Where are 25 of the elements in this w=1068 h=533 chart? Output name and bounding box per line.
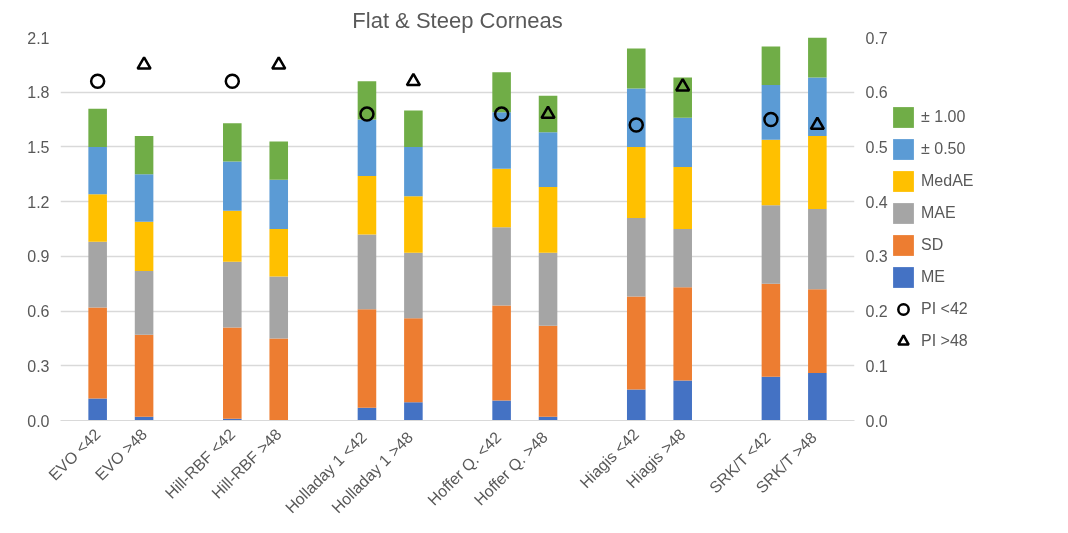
y2-tick-label: 0.3 (865, 248, 888, 266)
y2-tick-label: 0.2 (865, 303, 888, 321)
y-tick-label: 2.1 (27, 29, 50, 47)
y2-tick-label: 0.0 (865, 412, 888, 430)
y-tick-label: 0.9 (27, 248, 50, 266)
legend-label: PI >48 (921, 331, 968, 350)
y-tick-label: 0.3 (27, 357, 50, 375)
legend-label: ± 1.00 (921, 107, 966, 126)
legend-label: MedAE (921, 171, 974, 190)
chart-title: Flat & Steep Corneas (352, 7, 563, 33)
y2-tick-label: 0.1 (865, 357, 888, 375)
legend-label: SD (921, 235, 944, 254)
y-tick-label: 1.5 (27, 138, 50, 156)
y-tick-label: 1.2 (27, 193, 50, 211)
y-tick-label: 0.0 (27, 412, 50, 430)
y2-tick-label: 0.5 (865, 138, 888, 156)
y-tick-label: 0.6 (27, 303, 50, 321)
legend-label: PI <42 (921, 299, 968, 318)
legend-label: ME (921, 267, 945, 286)
y2-tick-label: 0.6 (865, 84, 888, 102)
y2-tick-label: 0.4 (865, 193, 888, 211)
y2-tick-label: 0.7 (865, 29, 888, 47)
legend-label: ± 0.50 (921, 139, 966, 158)
legend-label: MAE (921, 203, 956, 222)
y-tick-label: 1.8 (27, 84, 50, 102)
